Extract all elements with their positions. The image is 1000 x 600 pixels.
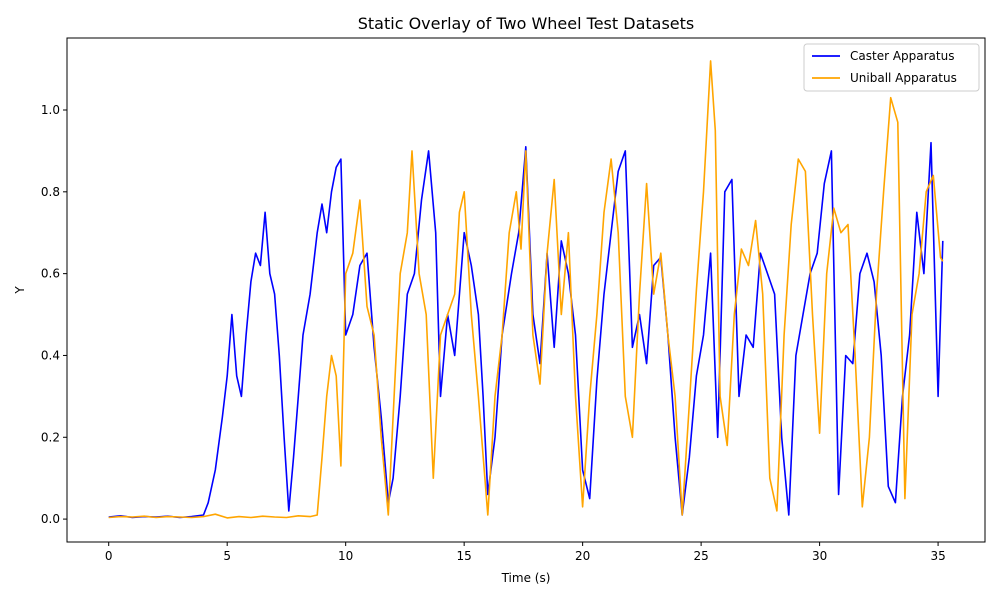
y-tick-label: 0.8 [41, 185, 60, 199]
legend-label-uniball: Uniball Apparatus [850, 71, 957, 85]
series-line-uniball [108, 60, 944, 519]
x-tick-label: 20 [575, 549, 590, 563]
series-line-caster [108, 141, 944, 519]
x-tick-label: 30 [812, 549, 827, 563]
y-axis-label: Y [13, 286, 27, 295]
y-tick-label: 1.0 [41, 103, 60, 117]
x-tick-label: 0 [105, 549, 113, 563]
x-tick-label: 35 [930, 549, 945, 563]
legend: Caster Apparatus Uniball Apparatus [803, 43, 980, 92]
x-tick-label: 15 [457, 549, 472, 563]
y-tick-label: 0.4 [41, 348, 60, 362]
x-axis-label: Time (s) [501, 571, 551, 585]
y-tick-label: 0.2 [41, 430, 60, 444]
x-tick-label: 5 [223, 549, 231, 563]
chart-title: Static Overlay of Two Wheel Test Dataset… [358, 14, 694, 33]
legend-label-caster: Caster Apparatus [850, 49, 954, 63]
axis-ticks: 0 5 10 15 20 25 30 35 0.0 0.2 0.4 0.6 0.8 1.0 [41, 103, 946, 563]
plot-area [108, 60, 944, 519]
axes-frame [66, 37, 986, 543]
x-tick-label: 10 [338, 549, 353, 563]
legend-box [803, 43, 980, 92]
y-tick-label: 0.0 [41, 512, 60, 526]
x-tick-label: 25 [693, 549, 708, 563]
y-tick-label: 0.6 [41, 267, 60, 281]
